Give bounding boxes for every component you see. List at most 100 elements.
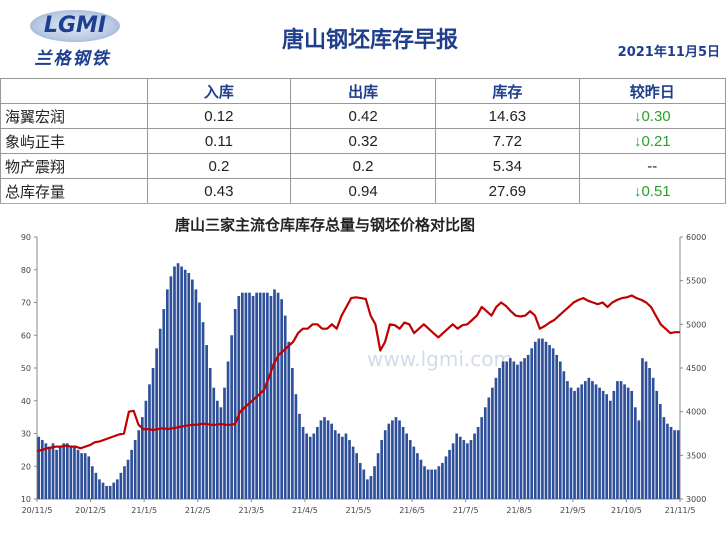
inventory-bar <box>248 292 251 499</box>
x-tick-label: 21/9/5 <box>560 506 586 515</box>
right-tick-label: 4500 <box>686 364 706 373</box>
row-in: 0.2 <box>146 153 292 179</box>
inventory-bar <box>473 433 476 499</box>
inventory-bar <box>619 381 623 499</box>
inventory-bar <box>633 407 637 499</box>
left-tick-label: 90 <box>21 233 31 242</box>
inventory-bar <box>455 433 459 499</box>
inventory-bar <box>608 400 612 499</box>
x-tick-label: 21/3/5 <box>238 506 264 515</box>
logo-badge: LGMI <box>30 10 120 42</box>
inventory-bar <box>344 433 348 499</box>
left-tick-label: 70 <box>21 299 31 308</box>
inventory-bar <box>94 472 98 499</box>
inventory-bar <box>630 390 634 499</box>
inventory-bar <box>523 358 526 499</box>
inventory-bar <box>123 466 126 499</box>
inventory-bar <box>612 390 616 499</box>
row-name: 物产震翔 <box>0 153 148 179</box>
inventory-bar <box>373 466 376 499</box>
inventory-bar <box>98 479 101 499</box>
inventory-bar <box>437 466 441 499</box>
row-stock: 27.69 <box>435 178 580 204</box>
inventory-bar <box>198 302 201 499</box>
inventory-bar <box>173 266 176 499</box>
inventory-bar <box>591 381 594 499</box>
inventory-bar <box>319 420 323 499</box>
plot-layer: 10 20 30 40 50 60 70 80 90 3000 3500 4000 4500 5000 55… <box>21 233 707 515</box>
inventory-bar <box>312 433 316 499</box>
inventory-bar <box>55 449 58 499</box>
inventory-bar <box>69 446 73 499</box>
inventory-bar <box>505 361 509 499</box>
inventory-bar <box>401 426 405 499</box>
inventory-bar <box>448 449 451 499</box>
inventory-bar <box>298 413 301 499</box>
inventory-bar <box>133 440 137 499</box>
inventory-bar <box>323 417 326 499</box>
inventory-bar <box>144 400 148 499</box>
inventory-bar <box>391 420 394 499</box>
inventory-bar <box>308 436 312 499</box>
inventory-bar <box>566 381 569 499</box>
inventory-bar <box>341 436 344 499</box>
inventory-bar <box>216 400 219 499</box>
inventory-bar <box>398 420 401 499</box>
inventory-bar <box>655 390 659 499</box>
inventory-bar <box>583 381 587 499</box>
inventory-bar <box>280 299 283 499</box>
inventory-bar <box>273 289 276 499</box>
inventory-bar <box>451 443 455 499</box>
inventory-bar <box>187 273 191 499</box>
inventory-bar <box>416 453 419 499</box>
inventory-bar <box>433 469 437 499</box>
left-tick-label: 40 <box>21 397 31 406</box>
inventory-bar <box>362 469 366 499</box>
chart-title: 唐山三家主流仓库库存总量与钢坯价格对比图 <box>175 216 475 234</box>
x-tick-label: 20/12/5 <box>75 506 106 515</box>
x-tick-label: 21/2/5 <box>185 506 211 515</box>
inventory-bar <box>623 384 626 499</box>
chart-container: 唐山三家主流仓库库存总量与钢坯价格对比图 www.lgmi.com 10 20 30… <box>0 203 726 530</box>
right-tick-label: 6000 <box>686 233 706 242</box>
inventory-bar <box>108 485 112 499</box>
inventory-bar <box>508 358 512 499</box>
logo-subtitle: 兰格钢铁 <box>34 49 111 69</box>
row-name: 象屿正丰 <box>0 128 148 154</box>
inventory-bar <box>580 384 584 499</box>
inventory-bar <box>408 440 412 499</box>
right-tick-label: 5000 <box>686 320 706 329</box>
inventory-bar <box>316 426 319 499</box>
inventory-bar <box>412 446 416 499</box>
inventory-bar <box>551 348 555 499</box>
inventory-bar <box>423 466 426 499</box>
row-stock: 7.72 <box>435 128 580 154</box>
inventory-bar <box>266 292 269 499</box>
inventory-bar <box>430 469 434 499</box>
inventory-bar <box>333 430 337 499</box>
inventory-bar <box>666 423 669 499</box>
inventory-bar <box>201 322 205 499</box>
inventory-bar <box>180 266 183 499</box>
report-title: 唐山钢坯库存早报 <box>281 28 458 53</box>
inventory-bar <box>533 341 537 499</box>
inventory-bar <box>44 443 48 499</box>
left-tick-label: 60 <box>21 331 31 340</box>
inventory-bar <box>194 289 198 499</box>
inventory-bar <box>637 420 641 499</box>
table-row: 象屿正丰 0.11 0.32 7.72 ↓0.21 <box>0 128 726 154</box>
inventory-bar <box>126 459 130 499</box>
inventory-bar <box>587 377 591 499</box>
x-tick-label: 21/6/5 <box>399 506 425 515</box>
billet-price-line <box>36 294 680 453</box>
row-change: ↓0.21 <box>578 128 726 154</box>
inventory-bar <box>80 453 83 499</box>
inventory-bar <box>541 338 544 499</box>
column-header-stock: 库存 <box>435 78 580 104</box>
inventory-bar <box>301 426 305 499</box>
right-tick-label: 4000 <box>686 408 706 417</box>
inventory-bar <box>476 426 480 499</box>
inventory-bar <box>419 459 423 499</box>
inventory-bar <box>526 354 530 499</box>
right-tick-label: 3500 <box>686 451 706 460</box>
